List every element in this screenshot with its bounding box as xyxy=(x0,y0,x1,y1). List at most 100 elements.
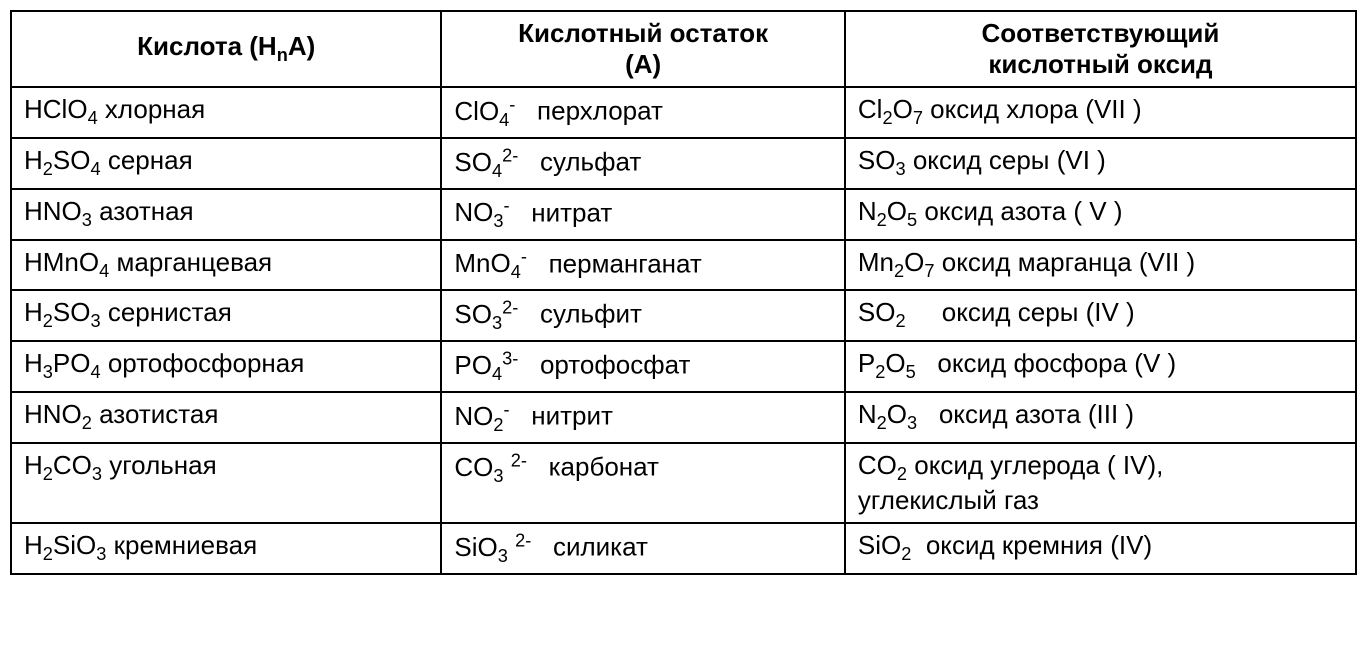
residue-name: нитрат xyxy=(531,197,612,227)
oxide-cell: N2O5 оксид азота ( V ) xyxy=(845,189,1356,240)
residue-name: карбонат xyxy=(549,452,659,482)
acid-cell: HNO2 азотистая xyxy=(11,392,441,443)
acid-cell: H2CO3 угольная xyxy=(11,443,441,523)
acid-formula: HMnO4 xyxy=(24,247,109,277)
header-residue: Кислотный остаток (A) xyxy=(441,11,845,87)
residue-name: сульфат xyxy=(540,147,641,177)
residue-formula: MnO4- xyxy=(454,248,527,278)
acid-formula: H2SO4 xyxy=(24,145,101,175)
residue-formula: CO3 2- xyxy=(454,452,527,482)
acid-name: азотная xyxy=(99,196,194,226)
acid-name: угольная xyxy=(109,450,216,480)
acid-formula: HNO2 xyxy=(24,399,92,429)
oxide-cell: SO3 оксид серы (VI ) xyxy=(845,138,1356,189)
oxide-formula: P2O5 xyxy=(858,348,930,378)
oxide-name: оксид азота ( V ) xyxy=(924,196,1122,226)
residue-name: силикат xyxy=(553,532,648,562)
oxide-name: оксид серы (IV ) xyxy=(942,297,1135,327)
residue-name: ортофосфат xyxy=(540,350,690,380)
acid-name: азотистая xyxy=(99,399,218,429)
acid-cell: HClO4 хлорная xyxy=(11,87,441,138)
residue-name: сульфит xyxy=(540,299,642,329)
acid-cell: H2SiO3 кремниевая xyxy=(11,523,441,574)
table-row: HClO4 хлорнаяClO4- перхлоратCl2O7 оксид … xyxy=(11,87,1356,138)
residue-cell: NO2- нитрит xyxy=(441,392,845,443)
residue-cell: NO3- нитрат xyxy=(441,189,845,240)
residue-cell: SiO3 2- силикат xyxy=(441,523,845,574)
oxide-formula: N2O5 xyxy=(858,196,917,226)
acid-formula: H3PO4 xyxy=(24,348,101,378)
header-residue-line2: (A) xyxy=(625,49,661,79)
acid-name: кремниевая xyxy=(114,530,258,560)
acid-formula: H2SiO3 xyxy=(24,530,106,560)
oxide-cell: Cl2O7 оксид хлора (VII ) xyxy=(845,87,1356,138)
acids-table: Кислота (HnA) Кислотный остаток (A) Соот… xyxy=(10,10,1357,575)
residue-name: перхлорат xyxy=(537,96,663,126)
acid-formula: HNO3 xyxy=(24,196,92,226)
oxide-formula: CO2 xyxy=(858,450,907,480)
acid-name: серная xyxy=(108,145,193,175)
residue-cell: ClO4- перхлорат xyxy=(441,87,845,138)
table-row: H2CO3 угольнаяCO3 2- карбонатCO2 оксид у… xyxy=(11,443,1356,523)
residue-name: перманганат xyxy=(549,248,702,278)
table-row: HNO3 азотнаяNO3- нитратN2O5 оксид азота … xyxy=(11,189,1356,240)
header-residue-line1: Кислотный остаток xyxy=(518,18,768,48)
table-row: H2SO4 сернаяSO42- сульфатSO3 оксид серы … xyxy=(11,138,1356,189)
acid-name: хлорная xyxy=(105,94,205,124)
residue-name: нитрит xyxy=(531,401,613,431)
residue-formula: SiO3 2- xyxy=(454,532,531,562)
oxide-formula: Mn2O7 xyxy=(858,247,935,277)
oxide-cell: SiO2 оксид кремния (IV) xyxy=(845,523,1356,574)
table-body: HClO4 хлорнаяClO4- перхлоратCl2O7 оксид … xyxy=(11,87,1356,574)
oxide-formula: Cl2O7 xyxy=(858,94,923,124)
table-row: HNO2 азотистаяNO2- нитритN2O3 оксид азот… xyxy=(11,392,1356,443)
oxide-formula: SO3 xyxy=(858,145,906,175)
oxide-formula: N2O3 xyxy=(858,399,932,429)
acid-formula: H2SO3 xyxy=(24,297,101,327)
table-row: HMnO4 марганцеваяMnO4- перманганатMn2O7 … xyxy=(11,240,1356,291)
acid-name: ортофосфорная xyxy=(108,348,305,378)
table-row: H3PO4 ортофосфорнаяPO43- ортофосфатP2O5 … xyxy=(11,341,1356,392)
residue-cell: SO32- сульфит xyxy=(441,290,845,341)
header-acid: Кислота (HnA) xyxy=(11,11,441,87)
acid-name: марганцевая xyxy=(116,247,272,277)
oxide-name: оксид хлора (VII ) xyxy=(930,94,1141,124)
oxide-name: оксид азота (III ) xyxy=(939,399,1134,429)
residue-formula: SO32- xyxy=(454,299,518,329)
oxide-formula: SO2 xyxy=(858,297,935,327)
acid-cell: HMnO4 марганцевая xyxy=(11,240,441,291)
header-oxide-line1: Соответствующий xyxy=(982,18,1220,48)
oxide-formula: SiO2 xyxy=(858,530,919,560)
oxide-name: оксид кремния (IV) xyxy=(926,530,1152,560)
oxide-name: оксид серы (VI ) xyxy=(913,145,1106,175)
oxide-cell: CO2 оксид углерода ( IV),углекислый газ xyxy=(845,443,1356,523)
oxide-name: оксид марганца (VII ) xyxy=(942,247,1195,277)
oxide-cell: N2O3 оксид азота (III ) xyxy=(845,392,1356,443)
header-acid-text1: Кислота (H xyxy=(137,31,277,61)
table-header-row: Кислота (HnA) Кислотный остаток (A) Соот… xyxy=(11,11,1356,87)
acid-name: сернистая xyxy=(108,297,232,327)
residue-formula: PO43- xyxy=(454,350,518,380)
acid-cell: HNO3 азотная xyxy=(11,189,441,240)
acid-formula: HClO4 xyxy=(24,94,98,124)
table-row: H2SO3 сернистаяSO32- сульфитSO2 оксид се… xyxy=(11,290,1356,341)
header-acid-sub: n xyxy=(277,46,288,66)
oxide-name: оксид фосфора (V ) xyxy=(937,348,1176,378)
oxide-cell: Mn2O7 оксид марганца (VII ) xyxy=(845,240,1356,291)
acid-cell: H3PO4 ортофосфорная xyxy=(11,341,441,392)
residue-cell: SO42- сульфат xyxy=(441,138,845,189)
acid-cell: H2SO4 серная xyxy=(11,138,441,189)
table-row: H2SiO3 кремниеваяSiO3 2- силикатSiO2 окс… xyxy=(11,523,1356,574)
acid-cell: H2SO3 сернистая xyxy=(11,290,441,341)
residue-cell: MnO4- перманганат xyxy=(441,240,845,291)
oxide-cell: P2O5 оксид фосфора (V ) xyxy=(845,341,1356,392)
residue-formula: ClO4- xyxy=(454,96,515,126)
acid-formula: H2CO3 xyxy=(24,450,102,480)
residue-formula: NO2- xyxy=(454,401,509,431)
oxide-cell: SO2 оксид серы (IV ) xyxy=(845,290,1356,341)
residue-formula: NO3- xyxy=(454,197,509,227)
residue-formula: SO42- xyxy=(454,147,518,177)
header-acid-text2: A) xyxy=(288,31,315,61)
residue-cell: PO43- ортофосфат xyxy=(441,341,845,392)
residue-cell: CO3 2- карбонат xyxy=(441,443,845,523)
